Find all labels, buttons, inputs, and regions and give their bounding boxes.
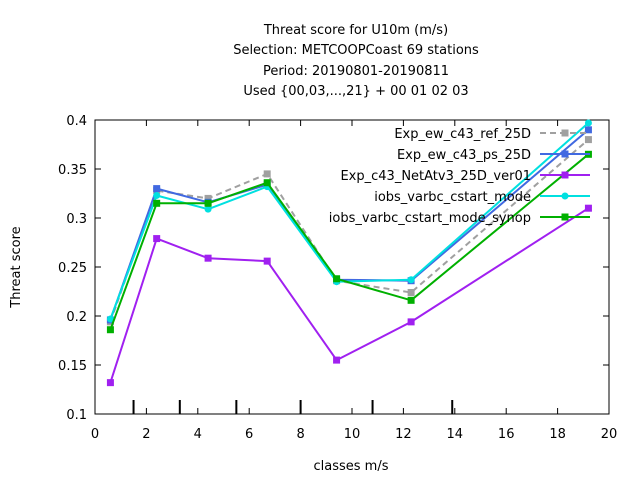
data-point xyxy=(204,205,212,213)
data-point xyxy=(106,379,114,387)
data-point xyxy=(106,326,114,334)
legend-swatch-marker xyxy=(561,129,569,137)
data-point xyxy=(333,356,341,364)
data-point xyxy=(153,185,161,193)
x-axis-label: classes m/s xyxy=(314,459,389,474)
legend-label: Exp_ew_c43_ref_25D xyxy=(394,127,531,142)
legend-swatch-marker xyxy=(561,171,569,179)
data-point xyxy=(584,204,592,212)
y-tick-label: 0.4 xyxy=(66,114,87,129)
legend-label: Exp_ew_c43_ps_25D xyxy=(397,148,531,163)
chart-title: Threat score for U10m (m/s) Selection: M… xyxy=(233,23,479,99)
data-point xyxy=(204,254,212,262)
data-point xyxy=(407,288,415,296)
series-layer xyxy=(106,119,592,387)
x-tick-label: 0 xyxy=(91,427,99,442)
data-point xyxy=(106,315,114,323)
x-tick-label: 10 xyxy=(344,427,361,442)
data-point xyxy=(153,191,161,199)
title-line-2: Selection: METCOOPCoast 69 stations xyxy=(233,43,479,58)
data-point xyxy=(584,119,592,127)
series-1 xyxy=(106,136,592,326)
title-line-1: Threat score for U10m (m/s) xyxy=(263,23,448,38)
x-tick-label: 4 xyxy=(194,427,202,442)
plot-area-frame xyxy=(94,119,610,415)
x-tick-label: 2 xyxy=(142,427,150,442)
x-tick-label: 14 xyxy=(447,427,464,442)
legend-swatch-marker xyxy=(561,192,569,200)
legend: Exp_ew_c43_ref_25D Exp_ew_c43_ps_25D Exp_c… xyxy=(329,127,590,226)
data-point xyxy=(263,179,271,187)
y-axis-label: Threat score xyxy=(9,226,24,308)
x-tick-label: 6 xyxy=(245,427,253,442)
data-point xyxy=(204,194,212,202)
y-tick-label: 0.2 xyxy=(66,310,87,325)
series-3 xyxy=(106,204,592,387)
x-tick-label: 8 xyxy=(296,427,304,442)
data-point xyxy=(333,275,341,283)
y-tick-label: 0.15 xyxy=(58,359,87,374)
class-boundary-marks xyxy=(132,400,454,414)
data-point xyxy=(263,170,271,178)
data-point xyxy=(407,318,415,326)
data-point xyxy=(204,199,212,207)
data-point xyxy=(153,199,161,207)
series-line xyxy=(109,207,589,383)
x-tick-label: 20 xyxy=(601,427,618,442)
y-tick-label: 0.1 xyxy=(66,408,87,423)
data-point xyxy=(584,136,592,144)
data-point xyxy=(407,276,415,284)
y-tick-label: 0.25 xyxy=(58,261,87,276)
y-tick-label: 0.35 xyxy=(58,163,87,178)
x-tick-label: 12 xyxy=(395,427,412,442)
x-tick-label: 16 xyxy=(498,427,515,442)
title-line-4: Used {00,03,...,21} + 00 01 02 03 xyxy=(243,84,468,99)
x-tick-label: 18 xyxy=(549,427,566,442)
series-line xyxy=(109,138,590,323)
title-line-3: Period: 20190801-20190811 xyxy=(263,64,449,79)
data-point xyxy=(407,296,415,304)
legend-label: Exp_c43_NetAtv3_25D_ver01 xyxy=(340,169,531,184)
data-point xyxy=(153,235,161,243)
legend-label: iobs_varbc_cstart_mode xyxy=(374,190,531,205)
axis-ticks: 0 2 4 6 8 10 12 14 16 18 20 0.1 0.15 0.2 0.25 0.3 0.35 0.… xyxy=(58,114,617,442)
legend-label: iobs_varbc_cstart_mode_synop xyxy=(329,211,531,226)
data-point xyxy=(584,126,592,134)
legend-swatch-marker xyxy=(561,150,569,158)
legend-swatch-marker xyxy=(561,213,569,221)
y-tick-label: 0.3 xyxy=(66,212,87,227)
data-point xyxy=(263,257,271,265)
